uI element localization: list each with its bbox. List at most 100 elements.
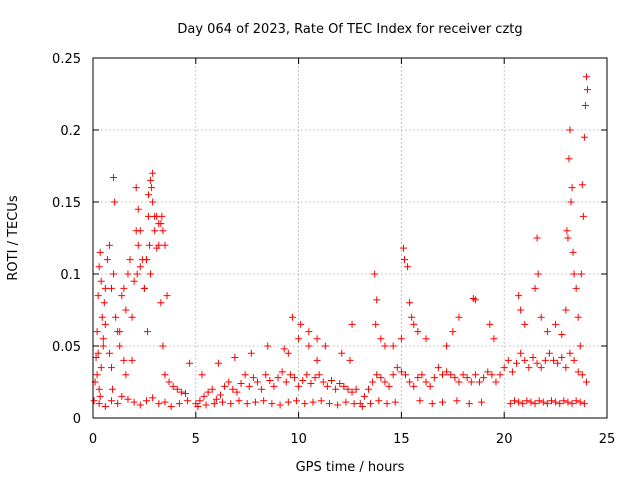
data-point [577, 270, 585, 278]
data-point [167, 402, 175, 410]
data-point [96, 248, 104, 256]
y-tick-label: 0.15 [52, 196, 81, 211]
data-point [504, 356, 512, 364]
data-point [309, 398, 317, 406]
data-point [303, 371, 311, 379]
data-point [105, 349, 113, 357]
data-point [101, 284, 109, 292]
data-point [375, 397, 383, 405]
data-point [116, 342, 124, 350]
data-point [147, 176, 155, 184]
data-point [103, 256, 111, 264]
data-point [535, 397, 543, 405]
x-tick-label: 20 [496, 432, 513, 447]
data-point [463, 374, 471, 382]
data-point [582, 378, 590, 386]
data-point [336, 379, 344, 387]
data-point [251, 398, 259, 406]
data-point [130, 398, 138, 406]
data-point [397, 368, 405, 376]
data-point [569, 248, 577, 256]
data-point [280, 345, 288, 353]
data-point [161, 241, 169, 249]
data-point [118, 392, 126, 400]
data-point [173, 385, 181, 393]
data-point [579, 212, 587, 220]
data-point [100, 299, 108, 307]
data-point [198, 371, 206, 379]
data-point [108, 364, 116, 372]
data-point [235, 397, 243, 405]
data-point [93, 371, 101, 379]
data-point [142, 397, 150, 405]
data-point [128, 313, 136, 321]
data-point [142, 256, 150, 264]
data-point [562, 364, 570, 372]
data-point [478, 398, 486, 406]
data-point [550, 356, 558, 364]
x-tick-label: 0 [89, 432, 97, 447]
data-point [578, 181, 586, 189]
data-point [400, 256, 408, 264]
data-point [221, 382, 229, 390]
data-point [334, 401, 342, 409]
y-axis-label: ROTI / TECUs [6, 195, 21, 280]
data-point [148, 184, 156, 192]
data-point [451, 374, 459, 382]
grid [93, 58, 607, 418]
data-point [515, 292, 523, 300]
data-point [578, 371, 586, 379]
data-point [519, 400, 527, 408]
data-point [97, 277, 105, 285]
data-point [149, 169, 157, 177]
data-point [500, 364, 508, 372]
data-point [404, 263, 412, 271]
data-point [350, 400, 358, 408]
data-point [262, 371, 270, 379]
data-point [340, 382, 348, 390]
data-point [567, 198, 575, 206]
data-point [367, 400, 375, 408]
data-point [447, 371, 455, 379]
data-point [258, 385, 266, 393]
data-point [282, 378, 290, 386]
data-point [245, 382, 253, 390]
data-point [247, 349, 255, 357]
data-point [295, 382, 303, 390]
data-point [576, 398, 584, 406]
data-point [576, 342, 584, 350]
data-point [408, 313, 416, 321]
data-point [227, 400, 235, 408]
data-point [161, 398, 169, 406]
data-point [360, 392, 368, 400]
data-point [402, 371, 410, 379]
data-point [233, 388, 241, 396]
data-point [371, 270, 379, 278]
data-point [399, 244, 407, 252]
data-point [556, 400, 564, 408]
data-point [92, 354, 100, 362]
data-point [414, 374, 422, 382]
data-point [134, 205, 142, 213]
data-point [521, 320, 529, 328]
data-point [108, 397, 116, 405]
data-point [391, 398, 399, 406]
data-point [136, 401, 144, 409]
y-tick-label: 0.2 [60, 124, 81, 139]
data-point [377, 374, 385, 382]
data-point [348, 320, 356, 328]
data-point [490, 335, 498, 343]
data-point [120, 284, 128, 292]
data-point [149, 394, 157, 402]
y-tick-label: 0.1 [60, 268, 81, 283]
data-point [488, 371, 496, 379]
data-point [552, 398, 560, 406]
data-point [580, 400, 588, 408]
data-point [315, 371, 323, 379]
data-point [93, 328, 101, 336]
data-point [552, 320, 560, 328]
data-point [513, 359, 521, 367]
data-point [122, 306, 130, 314]
data-point [175, 400, 183, 408]
